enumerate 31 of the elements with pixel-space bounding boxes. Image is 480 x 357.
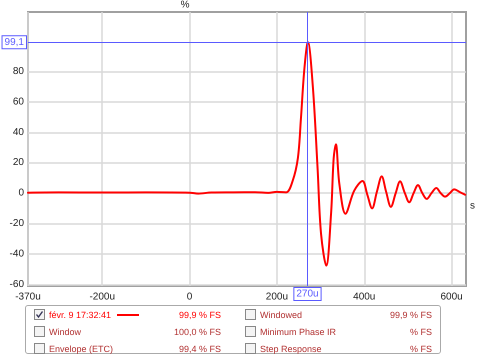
text: % FS xyxy=(408,326,432,336)
text: 100,0 % FS xyxy=(172,326,221,336)
x-tick-label: 0 xyxy=(186,292,193,302)
y-axis-title: % xyxy=(180,0,190,10)
text: % FS xyxy=(408,344,432,354)
x-tick-label: 400u xyxy=(353,292,376,302)
text: Step Response xyxy=(260,344,323,354)
x-tick-label: 200u xyxy=(266,292,288,302)
x-tick-label: 600u xyxy=(440,292,463,302)
line-series xyxy=(27,41,466,267)
y-tick-label: -60 xyxy=(10,278,24,290)
y-tick-label: -20 xyxy=(10,218,24,230)
y-tick-label: 0 xyxy=(18,188,24,199)
ref-line-label: 270u xyxy=(296,288,319,300)
text: Window xyxy=(49,326,82,336)
y-tick-label: 80 xyxy=(12,66,24,77)
x-tick-label: -200u xyxy=(89,292,116,302)
x-axis-title: s xyxy=(470,200,475,212)
text: 99,9 % FS xyxy=(388,310,432,320)
text: févr. 9 17:32:41 xyxy=(49,310,112,320)
x-tick-label: -370u xyxy=(15,292,41,302)
y-tick-label: -40 xyxy=(10,248,24,260)
text: Windowed xyxy=(260,310,304,320)
text: 99,4 % FS xyxy=(178,344,221,354)
y-tick-label: 60 xyxy=(12,96,24,108)
text: Minimum Phase IR xyxy=(260,326,338,336)
ref-line-label: 99,1 xyxy=(4,36,24,48)
y-tick-label: 40 xyxy=(12,126,24,138)
text: 99,9 % FS xyxy=(178,310,221,320)
y-tick-label: 20 xyxy=(12,157,24,168)
text: Envelope (ETC) xyxy=(49,344,114,354)
